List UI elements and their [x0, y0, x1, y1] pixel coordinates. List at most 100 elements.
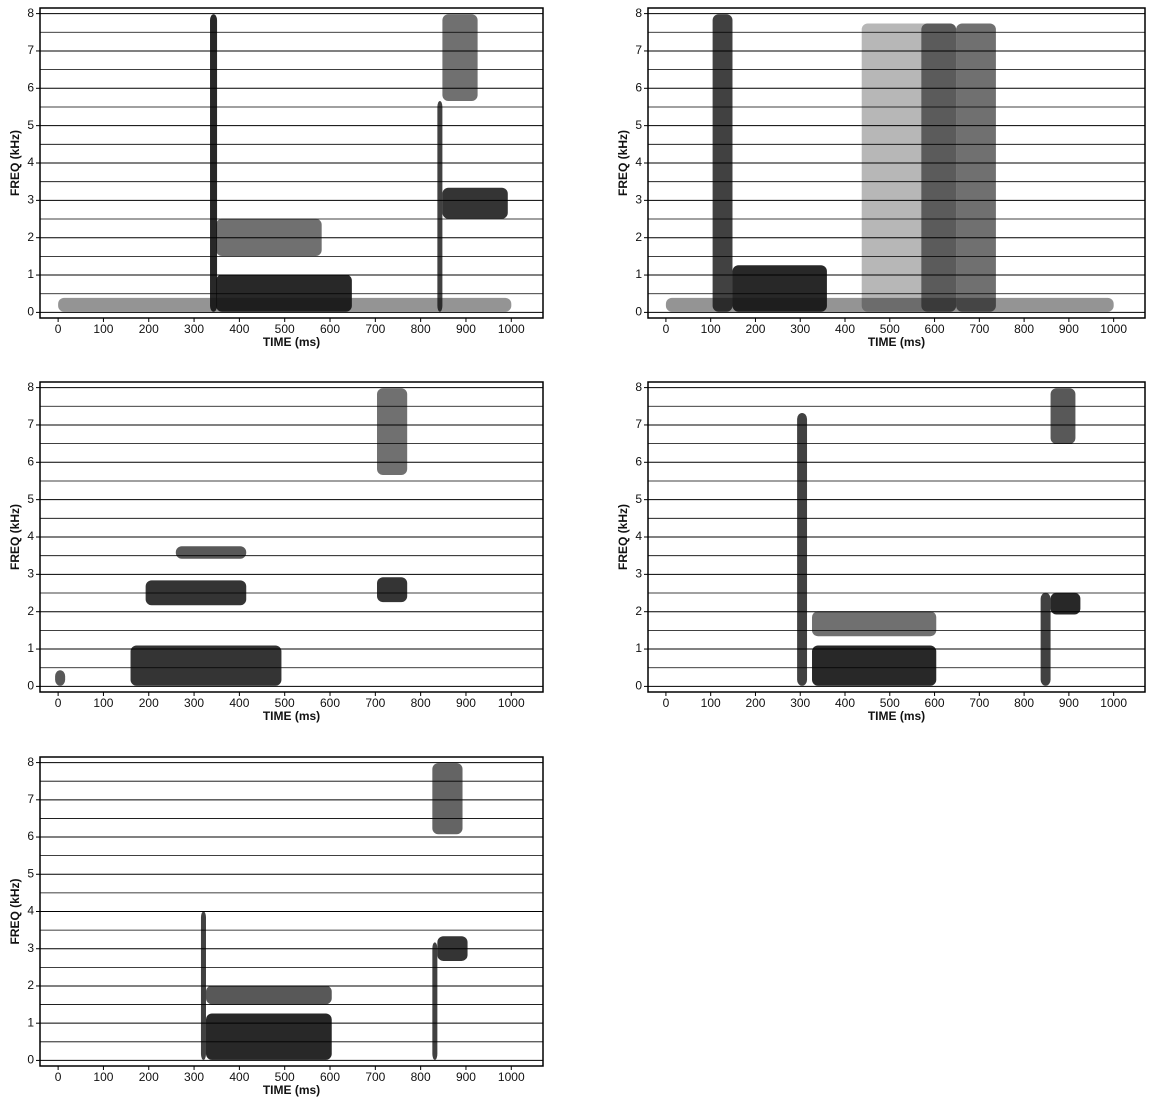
- y-tick-label: 8: [27, 755, 34, 769]
- spectral-energy: [442, 14, 478, 102]
- x-tick-label: 100: [701, 322, 721, 336]
- y-tick-label: 1: [27, 641, 34, 655]
- x-tick-label: 300: [790, 322, 810, 336]
- x-tick-label: 200: [745, 696, 765, 710]
- x-tick-label: 300: [790, 696, 810, 710]
- spectral-energy: [437, 101, 443, 312]
- y-tick-label: 2: [27, 230, 34, 244]
- x-tick-label: 900: [456, 322, 476, 336]
- x-tick-label: 800: [411, 322, 431, 336]
- y-tick-label: 8: [27, 6, 34, 20]
- x-tick-label: 700: [365, 1070, 385, 1084]
- x-axis-title: TIME (ms): [263, 709, 320, 723]
- y-tick-label: 2: [27, 604, 34, 618]
- spectral-energy: [921, 23, 957, 312]
- x-tick-label: 300: [184, 1070, 204, 1084]
- spectral-energy: [812, 645, 937, 686]
- y-tick-label: 1: [635, 641, 642, 655]
- x-axis-title: TIME (ms): [263, 335, 320, 349]
- spectral-energy: [732, 265, 827, 312]
- x-tick-label: 300: [184, 322, 204, 336]
- x-tick-label: 0: [55, 1070, 62, 1084]
- y-tick-label: 6: [27, 80, 34, 94]
- x-tick-label: 800: [411, 1070, 431, 1084]
- y-tick-label: 4: [27, 529, 34, 543]
- x-axis-title: TIME (ms): [868, 709, 925, 723]
- x-tick-label: 500: [275, 322, 295, 336]
- y-tick-label: 3: [635, 193, 642, 207]
- spectral-energy: [665, 297, 1114, 312]
- x-tick-label: 0: [55, 322, 62, 336]
- y-tick-label: 5: [635, 118, 642, 132]
- spectral-energy: [432, 942, 438, 1060]
- x-tick-label: 100: [93, 1070, 113, 1084]
- x-tick-label: 500: [275, 1070, 295, 1084]
- y-tick-label: 0: [635, 305, 642, 319]
- spectral-energy: [797, 413, 808, 686]
- x-tick-label: 900: [1059, 696, 1079, 710]
- y-tick-label: 6: [27, 454, 34, 468]
- y-tick-label: 6: [635, 454, 642, 468]
- x-tick-label: 600: [320, 1070, 340, 1084]
- x-tick-label: 900: [1059, 322, 1079, 336]
- y-tick-label: 8: [635, 6, 642, 20]
- spectral-energy: [130, 645, 282, 686]
- x-tick-label: 200: [139, 1070, 159, 1084]
- x-tick-label: 500: [880, 696, 900, 710]
- x-tick-label: 600: [320, 696, 340, 710]
- x-tick-label: 600: [320, 322, 340, 336]
- y-axis-title: FREQ (kHz): [616, 504, 630, 570]
- x-tick-label: 500: [275, 696, 295, 710]
- spectrogram-panel: 0 1 2 3 4 5 6 7 8 0 100 200 300 400 500 600 700 800 900 100…: [616, 6, 1146, 349]
- x-tick-label: 400: [229, 322, 249, 336]
- x-tick-label: 200: [139, 696, 159, 710]
- x-tick-label: 1000: [498, 322, 525, 336]
- x-tick-label: 100: [93, 322, 113, 336]
- y-tick-label: 4: [635, 529, 642, 543]
- x-tick-label: 200: [139, 322, 159, 336]
- y-tick-label: 6: [27, 829, 34, 843]
- spectral-energy: [175, 546, 247, 559]
- y-tick-label: 4: [27, 904, 34, 918]
- y-axis-title: FREQ (kHz): [8, 130, 22, 196]
- spectral-energy: [377, 577, 408, 603]
- spectral-energy: [58, 297, 512, 312]
- x-tick-label: 700: [365, 696, 385, 710]
- x-tick-label: 400: [229, 696, 249, 710]
- x-tick-label: 800: [1014, 696, 1034, 710]
- x-tick-label: 1000: [498, 1070, 525, 1084]
- x-tick-label: 800: [1014, 322, 1034, 336]
- spectral-energy: [1050, 592, 1081, 615]
- spectral-energy: [1040, 592, 1051, 686]
- y-tick-label: 0: [27, 1053, 34, 1067]
- spectral-energy: [216, 274, 352, 312]
- x-tick-label: 1000: [498, 696, 525, 710]
- spectrogram-panel: 0 1 2 3 4 5 6 7 8 0 100 200 300 400 500 600 700 800 900 100…: [8, 380, 544, 723]
- x-tick-label: 700: [365, 322, 385, 336]
- y-tick-label: 1: [27, 267, 34, 281]
- y-tick-label: 3: [27, 941, 34, 955]
- spectral-energy: [432, 763, 463, 835]
- y-tick-label: 7: [27, 792, 34, 806]
- y-tick-label: 2: [635, 604, 642, 618]
- x-tick-label: 0: [663, 322, 670, 336]
- y-tick-label: 7: [27, 417, 34, 431]
- x-tick-label: 600: [925, 322, 945, 336]
- spectrogram-panel: 0 1 2 3 4 5 6 7 8 0 100 200 300 400 500 600 700 800 900 100…: [8, 755, 544, 1097]
- x-tick-label: 900: [456, 696, 476, 710]
- y-tick-label: 8: [27, 380, 34, 394]
- y-tick-label: 7: [635, 417, 642, 431]
- spectral-energy: [1050, 388, 1076, 444]
- x-tick-label: 1000: [1100, 322, 1127, 336]
- x-axis-title: TIME (ms): [868, 335, 925, 349]
- spectrogram-panel: 0 1 2 3 4 5 6 7 8 0 100 200 300 400 500 600 700 800 900 100…: [616, 380, 1146, 723]
- spectral-energy: [377, 388, 408, 475]
- x-tick-label: 800: [411, 696, 431, 710]
- y-tick-label: 5: [27, 118, 34, 132]
- x-tick-label: 100: [93, 696, 113, 710]
- x-tick-label: 500: [880, 322, 900, 336]
- y-tick-label: 4: [27, 155, 34, 169]
- spectral-energy: [442, 187, 508, 219]
- spectral-energy: [55, 670, 66, 686]
